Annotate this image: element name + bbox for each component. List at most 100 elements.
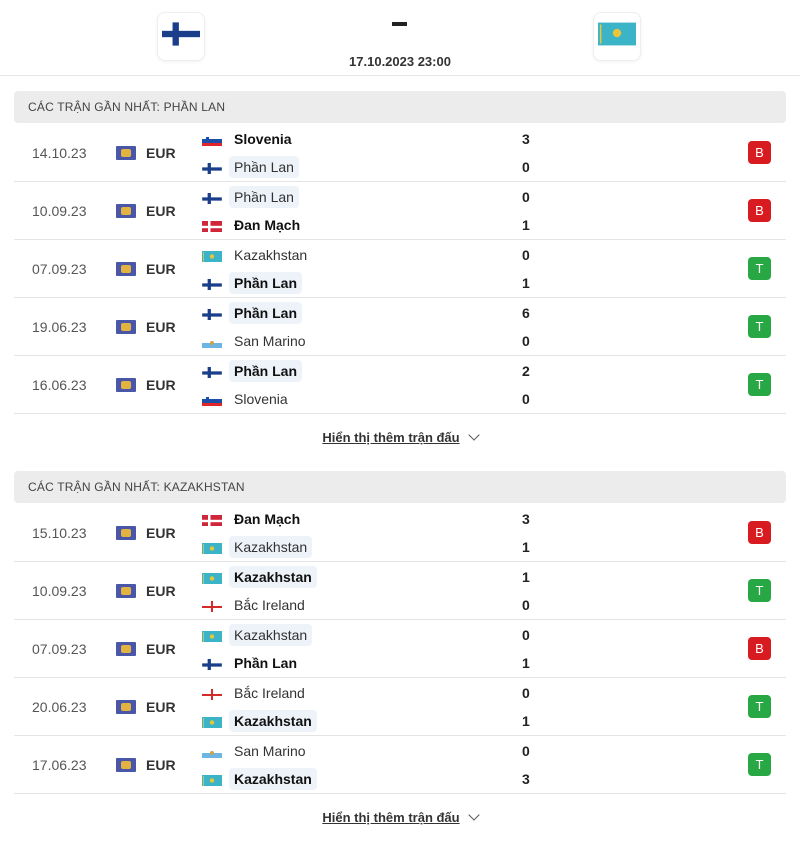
result-badge: B <box>748 637 771 660</box>
show-more-button[interactable]: Hiển thị thêm trận đấu <box>0 809 800 825</box>
team-line: Phần Lan 1 <box>202 272 782 294</box>
team-line: Kazakhstan 1 <box>202 536 782 558</box>
denmark-flag-icon <box>202 514 222 526</box>
league-name: EUR <box>146 203 176 219</box>
league-name: EUR <box>146 641 176 657</box>
show-more-label: Hiển thị thêm trận đấu <box>322 810 460 825</box>
team-line: Slovenia 3 <box>202 128 782 150</box>
team-line: Bắc Ireland 0 <box>202 594 782 616</box>
team-name[interactable]: Phần Lan <box>234 655 298 671</box>
team-name[interactable]: Slovenia <box>234 391 288 407</box>
show-more-button[interactable]: Hiển thị thêm trận đấu <box>0 429 800 445</box>
team-name[interactable]: Phần Lan <box>229 156 299 178</box>
denmark-flag-icon <box>202 220 222 232</box>
team-line: Kazakhstan 1 <box>202 710 782 732</box>
result-badge: T <box>748 695 771 718</box>
league-icon <box>116 378 136 392</box>
team-name[interactable]: San Marino <box>234 743 306 759</box>
result-badge: B <box>748 199 771 222</box>
team-name[interactable]: Kazakhstan <box>229 710 317 732</box>
kazakhstan-flag-icon <box>598 22 636 51</box>
kazakhstan-flag-icon <box>202 630 222 642</box>
team-score: 1 <box>522 655 530 671</box>
team-name[interactable]: Bắc Ireland <box>234 685 305 701</box>
team-line: Kazakhstan 0 <box>202 624 782 646</box>
league-icon <box>116 320 136 334</box>
team-score: 0 <box>522 333 530 349</box>
match-row[interactable]: 10.09.23 EUR Phần Lan 0 Đan Mạch 1 B <box>14 182 786 240</box>
team-line: Đan Mạch 3 <box>202 508 782 530</box>
team-name[interactable]: Phần Lan <box>229 360 303 382</box>
team-line: San Marino 0 <box>202 330 782 352</box>
result-badge: T <box>748 579 771 602</box>
team-name[interactable]: Kazakhstan <box>229 768 317 790</box>
chevron-down-icon <box>467 809 480 821</box>
finland-flag-icon <box>202 192 222 204</box>
league-icon <box>116 204 136 218</box>
home-team-logo[interactable] <box>157 12 205 61</box>
san-marino-flag-icon <box>202 336 222 348</box>
team-name[interactable]: Kazakhstan <box>229 536 313 558</box>
team-name[interactable]: Kazakhstan <box>229 566 317 588</box>
show-more-label: Hiển thị thêm trận đấu <box>322 430 460 445</box>
league-name: EUR <box>146 757 176 773</box>
league-icon <box>116 642 136 656</box>
finland-flag-icon <box>202 658 222 670</box>
match-date: 17.06.23 <box>32 757 87 773</box>
league-name: EUR <box>146 319 176 335</box>
team-score: 1 <box>522 539 530 555</box>
kazakhstan-flag-icon <box>202 250 222 262</box>
match-date: 07.09.23 <box>32 641 87 657</box>
match-date: 15.10.23 <box>32 525 87 541</box>
result-badge: T <box>748 315 771 338</box>
league-name: EUR <box>146 699 176 715</box>
slovenia-flag-icon <box>202 134 222 146</box>
finland-flag-icon <box>202 366 222 378</box>
team-score: 1 <box>522 713 530 729</box>
match-row[interactable]: 10.09.23 EUR Kazakhstan 1 Bắc Ireland 0 … <box>14 562 786 620</box>
team-name[interactable]: Đan Mạch <box>234 511 301 527</box>
team-score: 6 <box>522 305 530 321</box>
match-score <box>392 22 407 26</box>
team-score: 2 <box>522 363 530 379</box>
result-badge: T <box>748 257 771 280</box>
team-name[interactable]: Đan Mạch <box>234 217 301 233</box>
result-badge: B <box>748 521 771 544</box>
finland-flag-icon <box>202 308 222 320</box>
finland-flag-icon <box>202 278 222 290</box>
team-name[interactable]: Phần Lan <box>229 272 303 294</box>
match-date: 20.06.23 <box>32 699 87 715</box>
match-row[interactable]: 14.10.23 EUR Slovenia 3 Phần Lan 0 B <box>14 124 786 182</box>
match-row[interactable]: 20.06.23 EUR Bắc Ireland 0 Kazakhstan 1 … <box>14 678 786 736</box>
kazakhstan-flag-icon <box>202 716 222 728</box>
match-row[interactable]: 15.10.23 EUR Đan Mạch 3 Kazakhstan 1 B <box>14 504 786 562</box>
team-score: 0 <box>522 627 530 643</box>
match-row[interactable]: 17.06.23 EUR San Marino 0 Kazakhstan 3 T <box>14 736 786 794</box>
team-name[interactable]: Bắc Ireland <box>234 597 305 613</box>
team-name[interactable]: Kazakhstan <box>229 624 313 646</box>
match-row[interactable]: 07.09.23 EUR Kazakhstan 0 Phần Lan 1 T <box>14 240 786 298</box>
league-icon <box>116 700 136 714</box>
team-score: 1 <box>522 217 530 233</box>
team-name[interactable]: Phần Lan <box>229 302 303 324</box>
result-badge: B <box>748 141 771 164</box>
team-score: 0 <box>522 159 530 175</box>
match-row[interactable]: 07.09.23 EUR Kazakhstan 0 Phần Lan 1 B <box>14 620 786 678</box>
team-name[interactable]: Phần Lan <box>229 186 299 208</box>
league-name: EUR <box>146 261 176 277</box>
kazakhstan-flag-icon <box>202 774 222 786</box>
team-name[interactable]: Kazakhstan <box>234 247 308 263</box>
away-team-logo[interactable] <box>593 12 641 61</box>
team-score: 3 <box>522 771 530 787</box>
match-row[interactable]: 16.06.23 EUR Phần Lan 2 Slovenia 0 T <box>14 356 786 414</box>
team-name[interactable]: Slovenia <box>234 131 292 147</box>
match-row[interactable]: 19.06.23 EUR Phần Lan 6 San Marino 0 T <box>14 298 786 356</box>
team-name[interactable]: San Marino <box>234 333 306 349</box>
league-name: EUR <box>146 525 176 541</box>
team-score: 1 <box>522 275 530 291</box>
team-line: Phần Lan 0 <box>202 156 782 178</box>
team-score: 0 <box>522 685 530 701</box>
league-icon <box>116 262 136 276</box>
team-score: 1 <box>522 569 530 585</box>
recent-matches-finland: 14.10.23 EUR Slovenia 3 Phần Lan 0 B 10.0… <box>14 124 786 414</box>
